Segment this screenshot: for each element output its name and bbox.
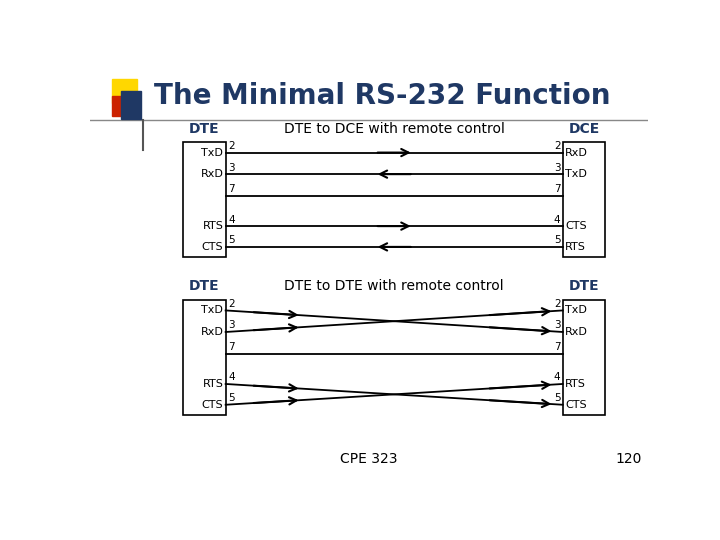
Bar [183, 300, 225, 415]
Text: DTE: DTE [569, 280, 599, 294]
Text: 4: 4 [554, 214, 560, 225]
Text: 5: 5 [554, 393, 560, 403]
Text: TxD: TxD [202, 147, 223, 158]
Text: RxD: RxD [200, 327, 223, 337]
Text: 2: 2 [228, 141, 235, 151]
Text: 5: 5 [228, 235, 235, 245]
Text: 4: 4 [554, 373, 560, 382]
Text: DTE: DTE [189, 122, 220, 136]
Text: CTS: CTS [202, 400, 223, 410]
Bar [121, 91, 141, 119]
Text: RTS: RTS [565, 379, 586, 389]
Text: RTS: RTS [565, 242, 586, 252]
Text: 120: 120 [616, 452, 642, 466]
Bar [563, 142, 606, 257]
Bar [563, 300, 606, 415]
Text: TxD: TxD [565, 306, 587, 315]
Text: 4: 4 [228, 373, 235, 382]
Text: The Minimal RS-232 Function: The Minimal RS-232 Function [153, 83, 610, 110]
Text: DTE: DTE [189, 280, 220, 294]
Text: RTS: RTS [202, 221, 223, 231]
Text: DTE to DTE with remote control: DTE to DTE with remote control [284, 280, 504, 294]
Text: CTS: CTS [202, 242, 223, 252]
Text: 5: 5 [228, 393, 235, 403]
Text: RxD: RxD [200, 169, 223, 179]
Text: CTS: CTS [565, 221, 587, 231]
Bar [183, 142, 225, 257]
Text: 3: 3 [554, 163, 560, 173]
Text: 2: 2 [228, 299, 235, 309]
Text: 2: 2 [554, 299, 560, 309]
Text: RxD: RxD [565, 147, 588, 158]
Text: 7: 7 [554, 184, 560, 194]
Bar [112, 96, 131, 116]
Text: 4: 4 [228, 214, 235, 225]
Text: TxD: TxD [565, 169, 587, 179]
Text: 5: 5 [554, 235, 560, 245]
Text: 7: 7 [554, 342, 560, 352]
Text: 7: 7 [228, 342, 235, 352]
Text: 3: 3 [228, 163, 235, 173]
Text: DTE to DCE with remote control: DTE to DCE with remote control [284, 122, 505, 136]
Text: 3: 3 [554, 320, 560, 330]
Text: 7: 7 [228, 184, 235, 194]
Text: RxD: RxD [565, 327, 588, 337]
Text: 3: 3 [228, 320, 235, 330]
Text: RTS: RTS [202, 379, 223, 389]
Text: TxD: TxD [202, 306, 223, 315]
Text: CPE 323: CPE 323 [341, 452, 397, 466]
Text: CTS: CTS [565, 400, 587, 410]
Text: 2: 2 [554, 141, 560, 151]
Bar [112, 79, 137, 103]
Text: DCE: DCE [568, 122, 600, 136]
